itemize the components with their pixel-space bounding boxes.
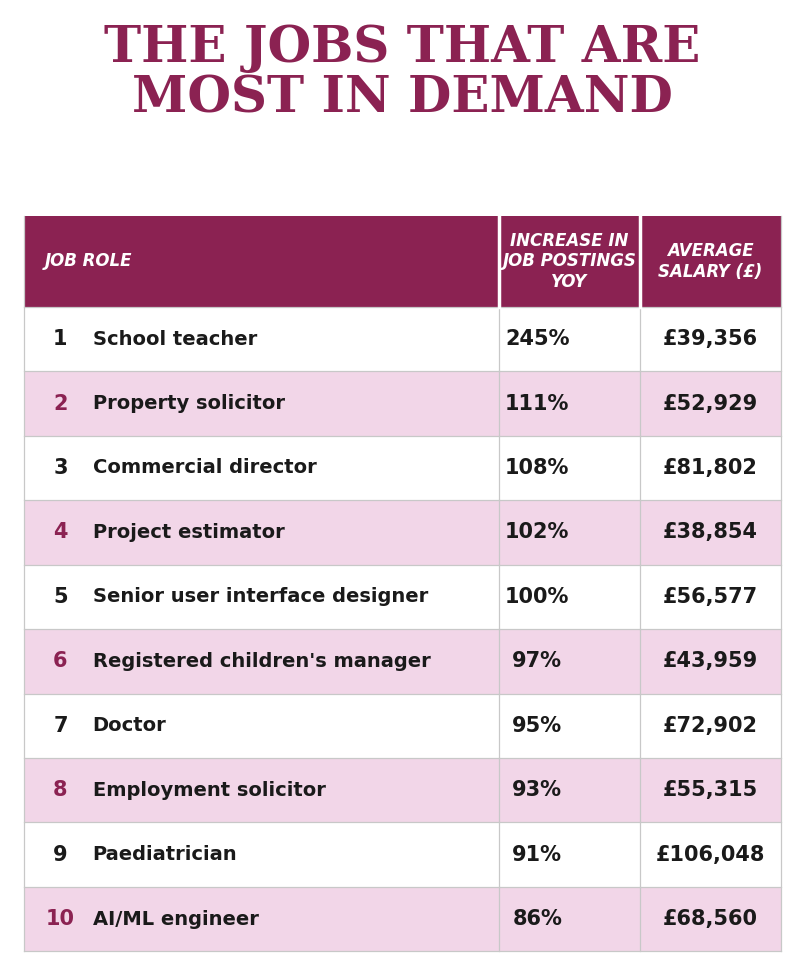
FancyBboxPatch shape <box>24 758 781 823</box>
Text: THE JOBS THAT ARE
MOST IN DEMAND: THE JOBS THAT ARE MOST IN DEMAND <box>105 24 700 124</box>
Text: 95%: 95% <box>512 715 563 736</box>
Text: £38,854: £38,854 <box>663 523 758 543</box>
FancyBboxPatch shape <box>24 823 781 887</box>
Text: 100%: 100% <box>506 587 569 607</box>
FancyBboxPatch shape <box>24 435 781 501</box>
Text: 1: 1 <box>53 329 68 349</box>
Text: Doctor: Doctor <box>93 716 167 736</box>
FancyBboxPatch shape <box>24 307 781 371</box>
Text: £56,577: £56,577 <box>663 587 758 607</box>
Text: 102%: 102% <box>506 523 569 543</box>
Text: Paediatrician: Paediatrician <box>93 845 237 864</box>
Text: £39,356: £39,356 <box>663 329 758 349</box>
FancyBboxPatch shape <box>24 371 781 435</box>
Text: 2: 2 <box>53 393 68 413</box>
Text: INCREASE IN
JOB POSTINGS
YOY: INCREASE IN JOB POSTINGS YOY <box>502 231 637 292</box>
Text: 10: 10 <box>46 909 75 929</box>
FancyBboxPatch shape <box>24 887 781 951</box>
Text: 6: 6 <box>53 651 68 671</box>
Text: £106,048: £106,048 <box>656 845 765 865</box>
Text: AI/ML engineer: AI/ML engineer <box>93 909 258 928</box>
Text: 7: 7 <box>53 715 68 736</box>
Text: 93%: 93% <box>512 781 563 800</box>
FancyBboxPatch shape <box>24 629 781 693</box>
Text: Employment solicitor: Employment solicitor <box>93 781 325 800</box>
Text: Project estimator: Project estimator <box>93 523 284 542</box>
Text: Commercial director: Commercial director <box>93 458 316 478</box>
Text: 91%: 91% <box>512 845 563 865</box>
Text: Senior user interface designer: Senior user interface designer <box>93 587 427 606</box>
Text: £68,560: £68,560 <box>663 909 758 929</box>
Text: 9: 9 <box>53 845 68 865</box>
Text: 245%: 245% <box>505 329 570 349</box>
Text: 86%: 86% <box>513 909 562 929</box>
Text: Property solicitor: Property solicitor <box>93 394 285 413</box>
Text: £52,929: £52,929 <box>663 393 758 413</box>
Text: 108%: 108% <box>506 458 569 478</box>
Text: School teacher: School teacher <box>93 330 257 349</box>
FancyBboxPatch shape <box>24 216 781 307</box>
Text: AVERAGE
SALARY (£): AVERAGE SALARY (£) <box>658 242 762 281</box>
FancyBboxPatch shape <box>24 565 781 629</box>
Text: 8: 8 <box>53 781 68 800</box>
Text: Registered children's manager: Registered children's manager <box>93 652 431 671</box>
Text: £81,802: £81,802 <box>663 458 758 478</box>
Text: JOB ROLE: JOB ROLE <box>44 252 132 270</box>
FancyBboxPatch shape <box>24 693 781 758</box>
Text: 4: 4 <box>53 523 68 543</box>
Text: £72,902: £72,902 <box>663 715 758 736</box>
Text: £43,959: £43,959 <box>663 651 758 671</box>
Text: 111%: 111% <box>506 393 569 413</box>
FancyBboxPatch shape <box>24 501 781 565</box>
Text: 5: 5 <box>53 587 68 607</box>
Text: 3: 3 <box>53 458 68 478</box>
Text: 97%: 97% <box>512 651 563 671</box>
Text: £55,315: £55,315 <box>663 781 758 800</box>
